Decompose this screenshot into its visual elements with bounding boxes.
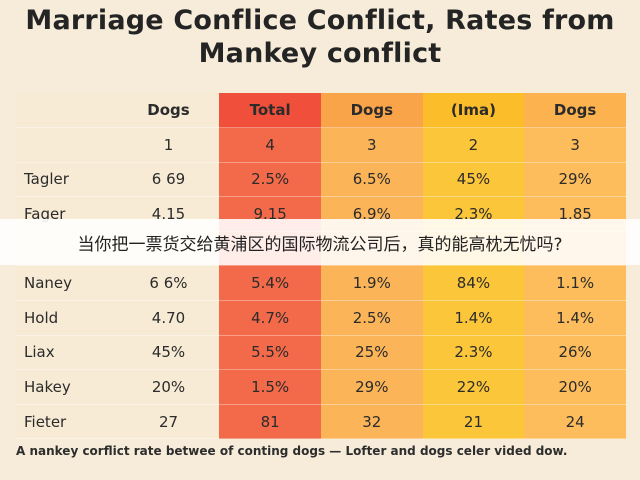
table-cell: 6 6% (117, 265, 220, 302)
row-label-cell (16, 93, 118, 129)
data-table: Dogs Total Dogs (Ima) Dogs 1 4 3 2 3 Tagler 6 69 2.5… (16, 93, 626, 440)
table-cell: 6.5% (320, 162, 423, 198)
table-cell: 5.5% (219, 335, 321, 371)
table-cell: 26% (524, 335, 626, 371)
document-title: Marriage Conflice Conflict, Rates from M… (25, 5, 615, 69)
row-label-cell (16, 127, 118, 163)
row-label-cell: Tagler (16, 162, 118, 198)
table-cell: 84% (422, 265, 525, 302)
table-cell: 45% (117, 335, 220, 371)
table-cell: 21 (422, 404, 525, 440)
table-cell: Dogs (117, 93, 220, 129)
table-cell: 20% (117, 369, 220, 405)
row-label-cell: Naney (16, 265, 118, 302)
row-label-cell: Hold (16, 300, 118, 336)
table-cell: 24 (524, 404, 626, 440)
row-label-cell: Fieter (16, 404, 118, 440)
table-cell: 1.5% (219, 369, 321, 405)
table-cell: Dogs (320, 93, 423, 129)
table-cell: 20% (524, 369, 626, 405)
table-cell: 1.4% (524, 300, 626, 336)
table-cell: 6 69 (117, 162, 220, 198)
table-cell: 27 (117, 404, 220, 440)
table-cell: 2.5% (320, 300, 423, 336)
table-row: Hakey 20% 1.5% 29% 22% 20% (16, 369, 626, 405)
table-cell: 81 (219, 404, 321, 440)
table-header-row: Dogs Total Dogs (Ima) Dogs (16, 93, 626, 129)
subtitle-banner: 当你把一票货交给黄浦区的国际物流公司后，真的能高枕无忧吗? (0, 219, 640, 265)
table-cell: 1.1% (524, 265, 626, 302)
table-row: Tagler 6 69 2.5% 6.5% 45% 29% (16, 162, 626, 198)
table-row: Hold 4.70 4.7% 2.5% 1.4% 1.4% (16, 300, 626, 336)
table-cell: 25% (320, 335, 423, 371)
table-cell: 4.70 (117, 300, 220, 336)
table-cell: 22% (422, 369, 525, 405)
table-cell: 2.3% (422, 335, 525, 371)
table-row: Liax 45% 5.5% 25% 2.3% 26% (16, 335, 626, 371)
table-cell: 29% (524, 162, 626, 198)
table-cell: 5.4% (219, 265, 321, 302)
table-cell: 3 (320, 127, 423, 163)
table-cell: 2 (422, 127, 525, 163)
table-cell: 32 (320, 404, 423, 440)
row-label-cell: Hakey (16, 369, 118, 405)
table-cell: 1.9% (320, 265, 423, 302)
table-cell: 1.4% (422, 300, 525, 336)
table-cell: 1 (117, 127, 220, 163)
table-row: Naney 6 6% 5.4% 1.9% 84% 1.1% (16, 265, 626, 302)
table-cell: 3 (524, 127, 626, 163)
table-row: Fieter 27 81 32 21 24 (16, 404, 626, 440)
table-caption: A nankey corflict rate betwee of conting… (16, 444, 568, 458)
table-cell: Total (219, 93, 321, 129)
table-cell: 4 (219, 127, 321, 163)
row-label-cell: Liax (16, 335, 118, 371)
table-cell: 29% (320, 369, 423, 405)
table-cell: (Ima) (422, 93, 525, 129)
table-cell: 45% (422, 162, 525, 198)
table-cell: Dogs (524, 93, 626, 129)
table-cell: 4.7% (219, 300, 321, 336)
table-cell: 2.5% (219, 162, 321, 198)
